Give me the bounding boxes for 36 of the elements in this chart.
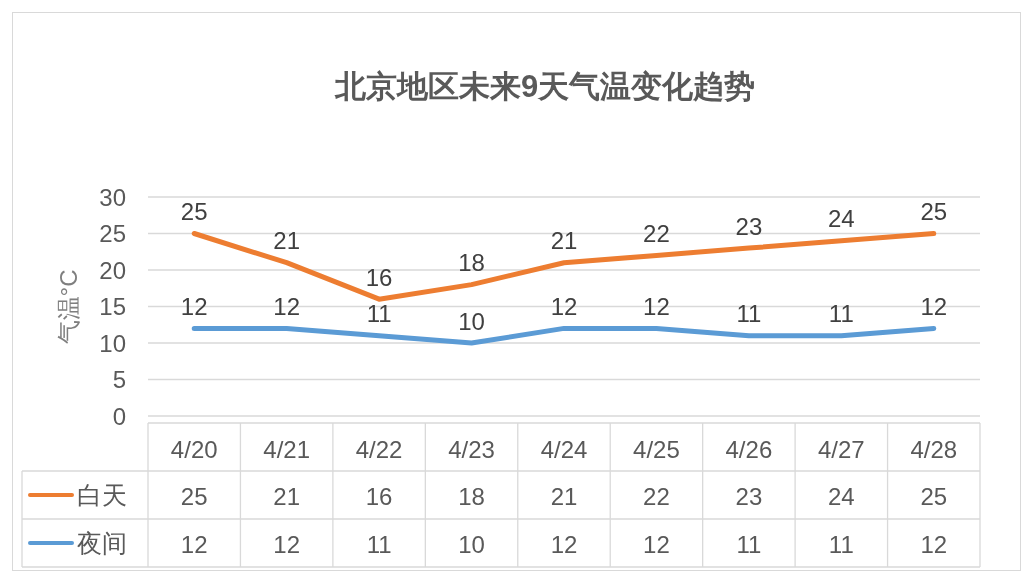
point-note: 12 — [273, 292, 300, 320]
xtick: 4/20 — [170, 435, 218, 463]
title: 北京地区未来9天气温变化趋势 — [334, 69, 756, 104]
xtick: 4/24 — [540, 435, 588, 463]
ytick: 25 — [99, 220, 126, 247]
point-note: 25 — [180, 198, 208, 225]
ytick: 10 — [99, 329, 126, 357]
ytick: 5 — [112, 366, 126, 393]
point-note: 25 — [920, 198, 948, 225]
ytick: 20 — [99, 256, 126, 284]
point-note: 21 — [550, 227, 578, 255]
point-note: 22 — [643, 219, 670, 247]
point-note: 18 — [458, 249, 485, 277]
point-note: 11 — [828, 300, 854, 328]
xtick: 4/23 — [448, 435, 495, 463]
xtick: 4/25 — [633, 435, 680, 463]
point-note: 16 — [365, 263, 393, 291]
xtick: 4/28 — [910, 435, 958, 463]
ytick: 30 — [99, 183, 126, 211]
ytick: 15 — [99, 293, 126, 320]
point-note: 11 — [736, 300, 762, 328]
xtick: 4/26 — [725, 435, 773, 463]
point-note: 12 — [920, 292, 948, 320]
point-note: 24 — [828, 205, 855, 233]
point-note: 21 — [273, 227, 300, 255]
point-note: 12 — [550, 292, 578, 320]
xtick: 4/27 — [817, 435, 865, 463]
ylabel: 气温°C — [54, 269, 82, 345]
ytick: 0 — [112, 402, 126, 430]
xtick: 4/22 — [355, 435, 403, 463]
point-note: 11 — [366, 300, 392, 328]
point-note: 12 — [180, 292, 208, 320]
point-note: 10 — [458, 307, 485, 335]
point-note: 12 — [643, 292, 670, 320]
point-note: 23 — [735, 212, 763, 240]
xtick: 4/21 — [263, 435, 311, 463]
